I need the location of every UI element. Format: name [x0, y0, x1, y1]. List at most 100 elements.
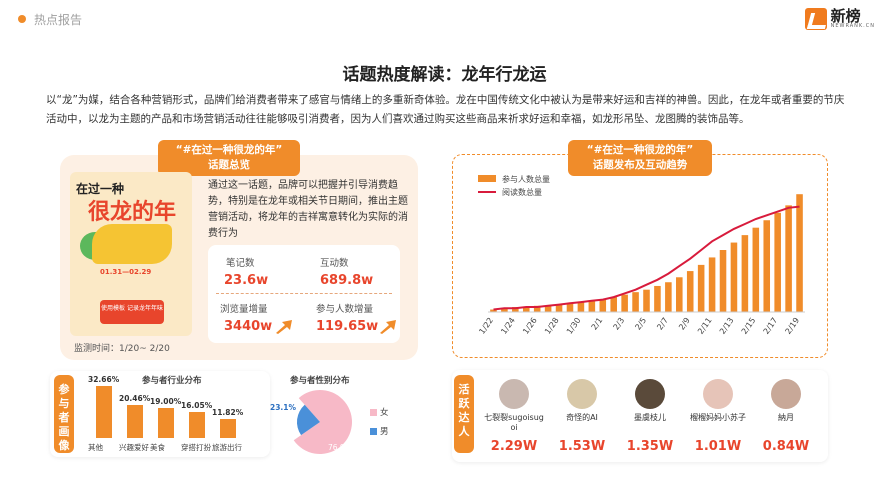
bar-2/6: [654, 285, 661, 312]
kol-value: 1.35W: [626, 439, 674, 454]
poster-date: 01.31—02.29: [100, 268, 152, 276]
newrank-logo-icon: [804, 8, 827, 30]
avatar: [635, 379, 665, 409]
x-tick-label: 1/26: [521, 316, 539, 336]
industry-category-label: 美食: [150, 443, 165, 452]
stat-label: 参与人数增量: [316, 304, 374, 315]
avatar: [771, 379, 801, 409]
industry-category-label: 旅游出行: [212, 443, 242, 452]
industry-pct-label: 16.05%: [181, 401, 213, 411]
industry-pct-label: 11.82%: [212, 408, 244, 418]
kol-item[interactable]: 墨虞枝儿 1.35W: [614, 379, 686, 454]
legend-label: 女: [380, 408, 389, 418]
bar-2/15: [752, 227, 760, 312]
bar-1/23: [501, 308, 508, 312]
trend-up-icon: [380, 320, 396, 334]
logo-name: 新榜: [830, 7, 861, 25]
industry-bar: [220, 419, 236, 438]
pie-label: 23.1%: [270, 403, 297, 412]
trend-tag: “#在过一种很龙的年” 话题发布及互动趋势: [568, 140, 712, 176]
industry-pct-label: 20.46%: [119, 394, 151, 404]
trend-up-icon: [276, 320, 292, 334]
stat-value: 23.6w: [224, 273, 269, 288]
kol-item[interactable]: 七裂裂sugoisugoi 2.29W: [478, 379, 550, 454]
gender-chart-title: 参与者性别分布: [290, 376, 350, 386]
bar-2/3: [621, 294, 628, 312]
bar-2/2: [610, 297, 617, 312]
legend-label: 阅读数总量: [502, 187, 542, 197]
stat-label: 笔记数: [226, 258, 255, 269]
bar-1/31: [588, 300, 596, 312]
kol-item[interactable]: 奇怪的AI 1.53W: [546, 379, 618, 454]
x-tick-label: 2/15: [740, 316, 758, 336]
industry-bar: [158, 407, 174, 438]
x-tick-label: 1/22: [477, 316, 495, 336]
gender-pie-chart: 76.9% 23.1%: [270, 390, 352, 454]
bar-2/5: [643, 289, 650, 312]
x-tick-label: 2/1: [590, 316, 605, 332]
industry-bar: [189, 412, 205, 438]
x-tick-label: 2/17: [762, 316, 780, 336]
kol-item[interactable]: 榴榴妈妈小苏子 1.01W: [682, 379, 754, 454]
intro-text: 以“龙”为媒，结合各种营销形式，品牌们给消费者带来了感官与情绪上的多重新奇体验。…: [46, 94, 845, 125]
page-title: 话题热度解读：龙年行龙运: [342, 65, 547, 85]
bar-1/29: [566, 303, 574, 312]
poster-line1: 在过一种: [76, 182, 125, 196]
x-tick-label: 2/7: [655, 316, 670, 332]
brand-logo: 新榜 NEWRANK.CN: [804, 7, 875, 30]
industry-category-label: 兴趣爱好: [119, 443, 149, 452]
stat-label: 互动数: [320, 258, 349, 269]
bar-2/19: [796, 194, 803, 312]
bar-2/8: [676, 277, 683, 312]
pie-slice-男: [296, 404, 320, 436]
legend-swatch: [370, 428, 377, 435]
summary-tag-line1: “#在过一种很龙的年”: [175, 144, 283, 156]
kol-name: 墨虞枝儿: [634, 413, 666, 422]
kol-value: 1.01W: [694, 439, 742, 454]
bar-2/4: [632, 292, 639, 312]
kol-name: 納月: [778, 413, 794, 422]
bar-2/10: [697, 264, 705, 312]
bar-1/22: [490, 309, 497, 312]
stats-divider: [216, 293, 392, 294]
stat-value: 119.65w: [316, 319, 379, 334]
legend-label: 参与人数总量: [502, 174, 550, 184]
stat-label: 浏览量增量: [220, 304, 268, 315]
bar-1/27: [544, 305, 552, 312]
bar-1/28: [555, 304, 563, 312]
kol-name: 七裂裂sugoisugoi: [484, 413, 544, 432]
legend-swatch-participants: [478, 175, 496, 182]
bar-2/18: [785, 205, 792, 312]
poster-line2: 很龙的年: [88, 200, 177, 225]
avatar: [499, 379, 529, 409]
topic-poster: 在过一种 很龙的年 01.31—02.29 使用模板 记录龙年年味: [70, 172, 192, 336]
kol-item[interactable]: 納月 0.84W: [750, 379, 822, 454]
bullet-icon: [18, 15, 26, 23]
bar-2/7: [665, 282, 672, 312]
reads-line: [493, 205, 800, 311]
summary-tag-line2: 话题总览: [208, 159, 250, 171]
bar-1/25: [522, 307, 530, 312]
bar-2/12: [719, 250, 727, 312]
x-tick-label: 2/9: [677, 316, 692, 332]
industry-bar: [127, 405, 143, 438]
industry-bar: [96, 386, 112, 438]
summary-tag: “#在过一种很龙的年” 话题总览: [158, 140, 300, 176]
x-tick-label: 2/19: [783, 316, 801, 336]
bar-2/16: [763, 220, 771, 312]
breadcrumb: 热点报告: [34, 13, 83, 27]
summary-description: 通过这一话题，品牌可以把握并引导消费趋势，特别是在龙年或相关节日期间，推出主题营…: [208, 180, 408, 239]
x-tick-label: 1/24: [499, 316, 517, 336]
audience-side-tag: 参与者画像: [54, 375, 74, 453]
bar-1/30: [577, 302, 585, 312]
bar-1/26: [533, 305, 541, 312]
stat-value: 3440w: [224, 319, 273, 334]
industry-category-label: 穿搭打扮: [181, 443, 211, 452]
bar-2/17: [774, 212, 781, 312]
kol-side-tag: 活跃达人: [454, 375, 474, 453]
poster-template-badge: 使用模板 记录龙年年味: [100, 300, 164, 324]
legend-label: 男: [380, 427, 389, 437]
legend-swatch: [370, 409, 377, 416]
